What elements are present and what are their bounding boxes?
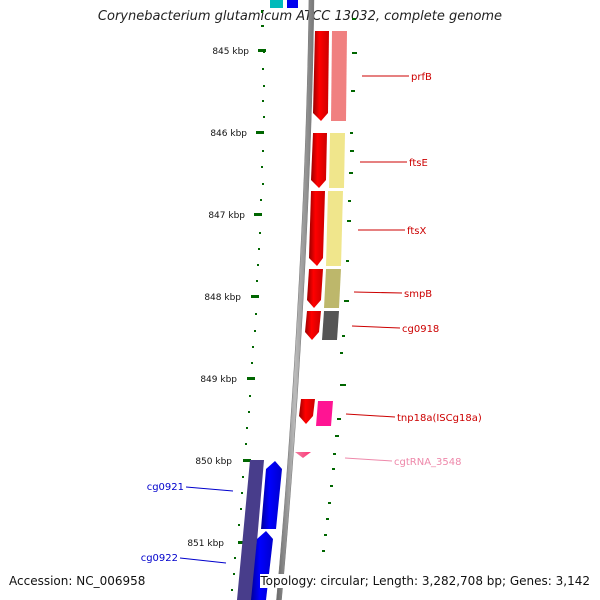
ruler-label: 845 kbp (212, 47, 249, 57)
cog-bar-prfB[interactable] (331, 31, 347, 121)
ruler-labels: 845 kbp 846 kbp 847 kbp 848 kbp 849 kbp … (187, 47, 249, 549)
partial-feature-cyan[interactable] (270, 0, 283, 8)
ruler-tick (256, 131, 264, 134)
cog-bar-ftsX[interactable] (326, 191, 343, 266)
ruler-tick (247, 377, 255, 380)
gc-track-left (231, 10, 265, 591)
cog-bar-ftsE[interactable] (329, 133, 345, 188)
feature-labels: prfB ftsE ftsX smpB cg0918 tnp18a(ISCg18… (141, 72, 482, 564)
accession-text: Accession: NC_006958 (9, 574, 146, 588)
feature-label-prfB[interactable]: prfB (411, 72, 432, 83)
ruler-label: 849 kbp (200, 375, 237, 385)
feature-label-cgtRNA-3548[interactable]: cgtRNA_3548 (394, 457, 462, 468)
feature-arrow-cg0918[interactable] (305, 311, 321, 340)
feature-label-smpB[interactable]: smpB (404, 289, 432, 300)
feature-arrow-smpB[interactable] (307, 269, 323, 308)
ruler-tick (238, 541, 246, 544)
cog-bar-smpB[interactable] (324, 269, 341, 308)
forward-cds-track (295, 31, 329, 458)
map-title: Corynebacterium glutamicum ATCC 13032, c… (97, 9, 503, 24)
cog-bar-cg0918[interactable] (322, 311, 339, 340)
feature-label-ftsE[interactable]: ftsE (409, 158, 428, 169)
gc-track-right (322, 18, 357, 552)
feature-arrow-ftsX[interactable] (309, 191, 325, 266)
feature-arrow-cg0921[interactable] (261, 461, 282, 529)
ruler-tick (251, 295, 259, 298)
cog-track (237, 31, 347, 600)
feature-arrow-cgtRNA-3548[interactable] (295, 452, 311, 458)
ruler-label: 847 kbp (208, 211, 245, 221)
feature-label-tnp18a[interactable]: tnp18a(ISCg18a) (397, 413, 482, 424)
ruler (238, 49, 266, 544)
feature-arrow-prfB[interactable] (313, 31, 329, 121)
feature-label-ftsX[interactable]: ftsX (407, 226, 426, 237)
feature-arrow-tnp18a[interactable] (299, 399, 315, 424)
ruler-label: 851 kbp (187, 539, 224, 549)
ruler-label: 850 kbp (195, 457, 232, 467)
genome-backbone (276, 0, 315, 600)
ruler-tick (243, 459, 251, 462)
ruler-tick (258, 49, 266, 52)
label-leaders (179, 75, 409, 564)
ruler-label: 846 kbp (210, 129, 247, 139)
feature-label-cg0921[interactable]: cg0921 (147, 482, 184, 493)
cog-bar-tnp18a[interactable] (316, 401, 333, 426)
ruler-label: 848 kbp (204, 293, 241, 303)
genome-summary-text: Topology: circular; Length: 3,282,708 bp… (260, 574, 590, 588)
feature-label-cg0922[interactable]: cg0922 (141, 553, 178, 564)
partial-feature-blue[interactable] (287, 0, 298, 8)
feature-label-cg0918[interactable]: cg0918 (402, 324, 439, 335)
ruler-tick (254, 213, 262, 216)
feature-arrow-ftsE[interactable] (311, 133, 327, 188)
cog-bar-cg0921[interactable] (237, 460, 264, 600)
